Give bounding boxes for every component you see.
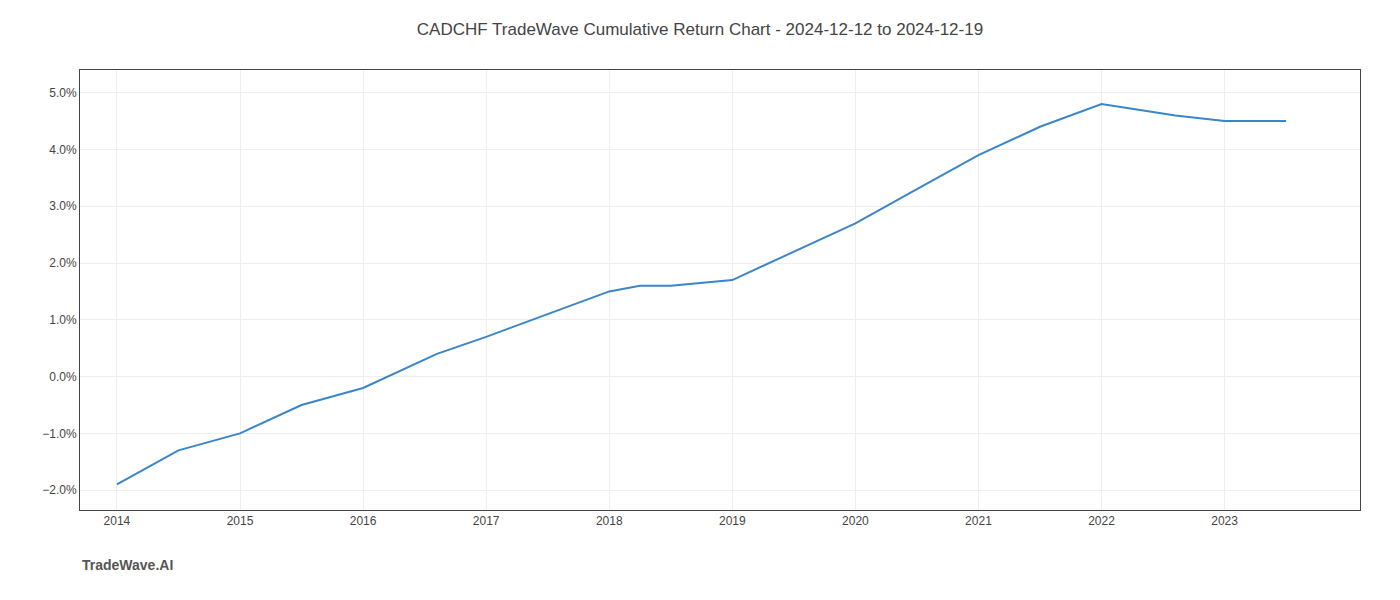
svg-text:5.0%: 5.0% — [49, 86, 77, 100]
svg-text:TradeWave.AI: TradeWave.AI — [82, 557, 173, 573]
svg-text:2016: 2016 — [350, 514, 377, 528]
svg-text:2018: 2018 — [596, 514, 623, 528]
svg-text:2.0%: 2.0% — [49, 256, 77, 270]
svg-text:2014: 2014 — [104, 514, 131, 528]
svg-text:2022: 2022 — [1088, 514, 1115, 528]
svg-text:2021: 2021 — [965, 514, 992, 528]
svg-text:−1.0%: −1.0% — [42, 427, 77, 441]
svg-text:1.0%: 1.0% — [49, 313, 77, 327]
svg-text:2019: 2019 — [719, 514, 746, 528]
svg-text:2020: 2020 — [842, 514, 869, 528]
svg-text:3.0%: 3.0% — [49, 199, 77, 213]
svg-text:CADCHF TradeWave Cumulative Re: CADCHF TradeWave Cumulative Return Chart… — [417, 20, 983, 39]
svg-text:−2.0%: −2.0% — [42, 483, 77, 497]
svg-text:2015: 2015 — [227, 514, 254, 528]
svg-text:0.0%: 0.0% — [49, 370, 77, 384]
svg-text:2017: 2017 — [473, 514, 500, 528]
svg-text:4.0%: 4.0% — [49, 143, 77, 157]
svg-text:2023: 2023 — [1211, 514, 1238, 528]
